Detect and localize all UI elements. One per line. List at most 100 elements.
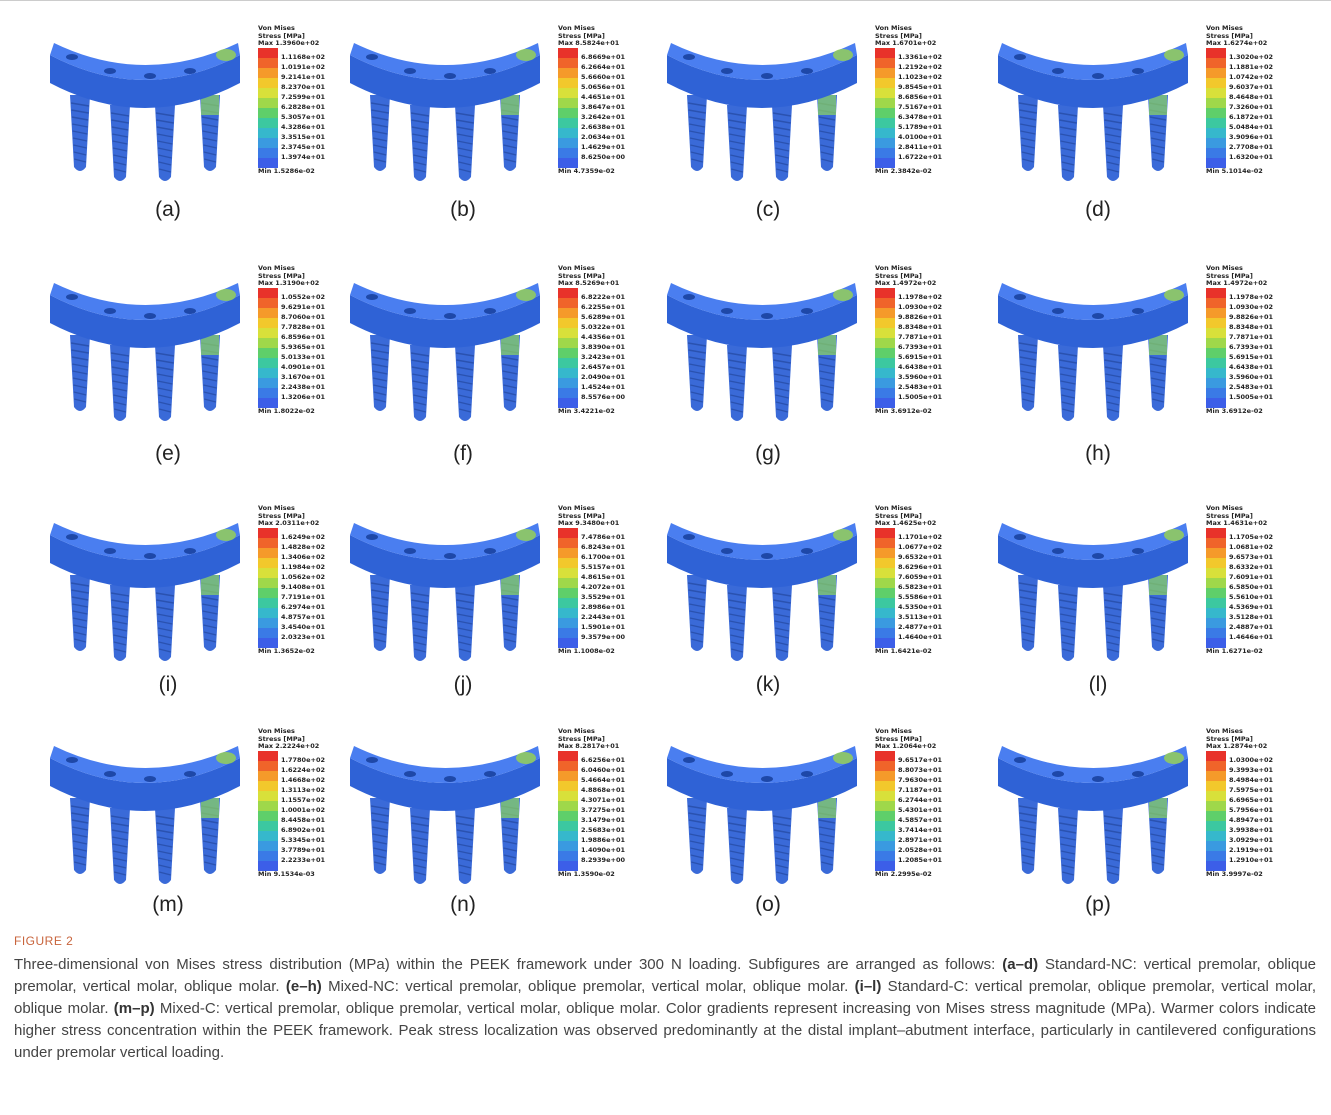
legend-swatch <box>258 548 278 558</box>
framework <box>667 746 857 884</box>
legend-level: 1.1701e+02 <box>898 534 942 542</box>
screw-hole <box>1132 308 1144 314</box>
stress-hotspot <box>216 289 236 301</box>
legend-level: 6.7393e+01 <box>1229 344 1273 352</box>
legend-swatch <box>558 358 578 368</box>
legend-swatch <box>875 98 895 108</box>
legend-swatch <box>875 48 895 58</box>
legend-swatch <box>258 851 278 861</box>
legend-swatch <box>875 298 895 308</box>
legend-swatch <box>1206 388 1226 398</box>
color-legend: Von MisesStress [MPa]Max 1.4972e+021.197… <box>1206 265 1284 415</box>
legend-level: 6.3478e+01 <box>898 114 942 122</box>
stress-hotspot <box>516 49 536 61</box>
color-legend: Von MisesStress [MPa]Max 1.2874e+021.030… <box>1206 728 1284 878</box>
legend-swatch <box>1206 358 1226 368</box>
legend-swatch <box>258 368 278 378</box>
stress-hotspot <box>516 752 536 764</box>
screw-hole <box>184 68 196 74</box>
legend-swatch <box>558 598 578 608</box>
legend-level: 1.0681e+02 <box>1229 544 1273 552</box>
legend-max: Max 1.2064e+02 <box>875 743 953 751</box>
color-legend: Von MisesStress [MPa]Max 1.6274e+021.302… <box>1206 25 1284 175</box>
screw-hole <box>184 548 196 554</box>
legend-swatch <box>258 388 278 398</box>
legend-swatch <box>875 58 895 68</box>
legend-swatch <box>875 841 895 851</box>
legend-swatch <box>875 548 895 558</box>
figure-label: FIGURE 2 <box>14 934 73 948</box>
legend-swatch <box>258 108 278 118</box>
screw-hole <box>366 757 378 763</box>
legend-level: 7.1187e+01 <box>898 787 942 795</box>
legend-level: 8.4984e+01 <box>1229 777 1273 785</box>
screw-hole <box>444 776 456 782</box>
subfigure-label: (f) <box>413 442 513 466</box>
legend-swatch <box>558 811 578 821</box>
legend-level: 4.5369e+01 <box>1229 604 1273 612</box>
legend-swatch <box>258 618 278 628</box>
screw-hole <box>104 548 116 554</box>
legend-swatch <box>875 598 895 608</box>
legend-level: 8.8348e+01 <box>1229 324 1273 332</box>
legend-level: 4.8947e+01 <box>1229 817 1273 825</box>
subfigure-label: (b) <box>413 198 513 222</box>
screw-hole <box>761 553 773 559</box>
screw-hole <box>1132 771 1144 777</box>
subfigure-label: (j) <box>413 673 513 697</box>
legend-swatch <box>258 318 278 328</box>
legend-swatch <box>258 348 278 358</box>
legend-swatch <box>258 811 278 821</box>
legend-level: 3.5128e+01 <box>1229 614 1273 622</box>
screw-hole <box>484 308 496 314</box>
legend-level: 7.7871e+01 <box>898 334 942 342</box>
framework <box>998 283 1188 421</box>
legend-swatch <box>258 791 278 801</box>
screw-hole <box>1014 757 1026 763</box>
legend-swatch <box>1206 378 1226 388</box>
legend-swatch <box>1206 48 1226 58</box>
legend-level: 6.1872e+01 <box>1229 114 1273 122</box>
legend-swatch <box>258 588 278 598</box>
legend-swatch <box>258 308 278 318</box>
subfigure-label: (e) <box>118 442 218 466</box>
subfigure-label: (k) <box>718 673 818 697</box>
screw-hole <box>184 308 196 314</box>
legend-swatch <box>1206 821 1226 831</box>
legend-level: 6.5823e+01 <box>898 584 942 592</box>
screw-hole <box>444 73 456 79</box>
screw-hole <box>1014 294 1026 300</box>
legend-level: 5.0484e+01 <box>1229 124 1273 132</box>
legend-swatch <box>875 308 895 318</box>
screw-hole <box>144 73 156 79</box>
screw-hole <box>721 548 733 554</box>
caption-panel-range: (e–h) <box>286 978 322 995</box>
subfigure-label: (g) <box>718 442 818 466</box>
caption-text: Mixed-NC: vertical premolar, oblique pre… <box>322 978 855 995</box>
legend-level: 7.7871e+01 <box>1229 334 1273 342</box>
screw-hole <box>404 771 416 777</box>
framework <box>667 43 857 181</box>
legend-level: 8.6296e+01 <box>898 564 942 572</box>
screw-hole <box>1014 534 1026 540</box>
framework <box>50 283 240 421</box>
legend-swatch <box>258 608 278 618</box>
legend-level: 3.5113e+01 <box>898 614 942 622</box>
legend-swatch <box>1206 118 1226 128</box>
color-legend: Von MisesStress [MPa]Max 1.6701e+021.336… <box>875 25 953 175</box>
legend-max: Max 1.4625e+02 <box>875 520 953 528</box>
legend-swatch <box>258 568 278 578</box>
legend-level: 9.8826e+01 <box>898 314 942 322</box>
legend-swatch <box>258 398 278 408</box>
legend-swatch <box>1206 548 1226 558</box>
legend-swatch <box>1206 578 1226 588</box>
stress-hotspot <box>216 49 236 61</box>
legend-swatch <box>875 608 895 618</box>
legend-swatch <box>875 538 895 548</box>
screw-hole <box>1092 553 1104 559</box>
stress-render <box>988 505 1208 665</box>
stress-render <box>988 265 1208 425</box>
legend-level: 2.8411e+01 <box>898 144 942 152</box>
legend-title: Von MisesStress [MPa] <box>1206 265 1284 280</box>
